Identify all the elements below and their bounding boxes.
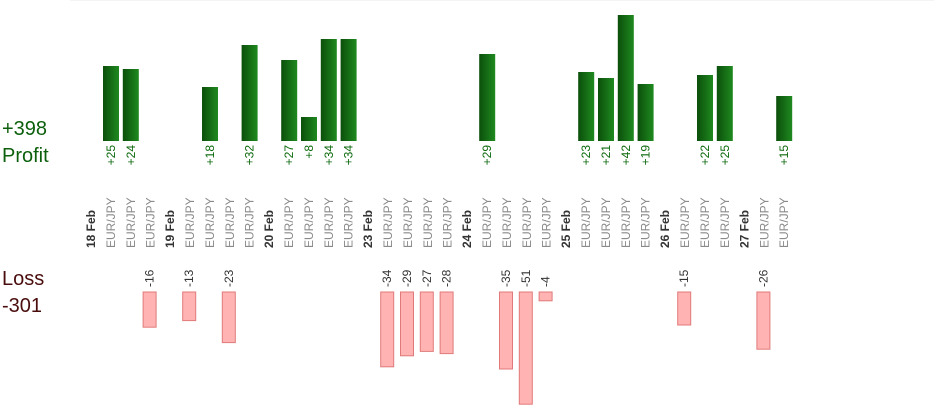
loss-bar [419, 291, 434, 352]
profit-bar [578, 72, 595, 141]
date-label: 24 Feb [460, 210, 474, 248]
symbol-label: EUR/JPY [322, 197, 336, 248]
value-label: +25 [104, 145, 118, 166]
value-label: -16 [143, 269, 157, 287]
loss-bar [221, 291, 236, 344]
loss-bar [538, 291, 553, 302]
value-label: +18 [203, 145, 217, 166]
symbol-label: EUR/JPY [282, 197, 296, 248]
profit-bar [637, 84, 654, 141]
value-label: +25 [718, 145, 732, 166]
profit-bar [776, 96, 793, 141]
date-label: 18 Feb [84, 210, 98, 248]
symbol-label: EUR/JPY [223, 197, 237, 248]
symbol-label: EUR/JPY [777, 197, 791, 248]
symbol-label: EUR/JPY [540, 197, 554, 248]
symbol-label: EUR/JPY [698, 197, 712, 248]
profit-bar [103, 66, 119, 141]
profit-bar [241, 45, 258, 141]
date-label: 19 Feb [163, 210, 177, 248]
value-label: -15 [677, 269, 691, 287]
profit-bar [122, 69, 139, 141]
symbol-label: EUR/JPY [203, 197, 217, 248]
value-label: -23 [222, 269, 236, 287]
value-label: +24 [124, 145, 138, 166]
symbol-label: EUR/JPY [579, 197, 593, 248]
symbol-label: EUR/JPY [639, 197, 653, 248]
symbol-label: EUR/JPY [183, 197, 197, 248]
profit-bar [301, 117, 317, 141]
value-label: -4 [539, 276, 553, 287]
symbol-label: EUR/JPY [520, 197, 534, 248]
symbol-label: EUR/JPY [381, 197, 395, 248]
value-label: -29 [400, 269, 414, 287]
loss-bar [518, 291, 533, 405]
profit-bar [617, 15, 634, 141]
symbol-label: EUR/JPY [104, 197, 118, 248]
symbol-label: EUR/JPY [144, 197, 158, 248]
profit-label: Profit [2, 145, 49, 167]
date-label: 27 Feb [737, 210, 751, 248]
profit-bar [479, 54, 496, 141]
symbol-label: EUR/JPY [124, 197, 138, 248]
profit-bar [281, 60, 298, 141]
profit-bar [716, 66, 733, 141]
value-label: +29 [480, 145, 494, 166]
symbol-label: EUR/JPY [500, 197, 514, 248]
value-label: +32 [243, 145, 257, 166]
loss-bar [182, 291, 197, 322]
date-label: 26 Feb [658, 210, 672, 248]
profit-total: +398 [2, 118, 48, 140]
date-label: 25 Feb [559, 210, 573, 248]
loss-bar [142, 291, 157, 328]
value-label: -28 [440, 269, 454, 287]
loss-label: Loss [2, 268, 45, 290]
symbol-label: EUR/JPY [619, 197, 633, 248]
value-label: -13 [182, 269, 196, 287]
profit-bar [697, 75, 713, 141]
symbol-label: EUR/JPY [480, 197, 494, 248]
symbol-label: EUR/JPY [678, 197, 692, 248]
value-label: -35 [499, 269, 513, 287]
profit-bar [202, 87, 218, 141]
symbol-label: EUR/JPY [342, 197, 356, 248]
value-label: -26 [756, 269, 770, 287]
value-label: -51 [519, 269, 533, 287]
symbol-label: EUR/JPY [718, 197, 732, 248]
symbol-label: EUR/JPY [302, 197, 316, 248]
symbol-label: EUR/JPY [599, 197, 613, 248]
date-label: 23 Feb [361, 210, 375, 248]
loss-bar [439, 291, 454, 355]
symbol-label: EUR/JPY [421, 197, 435, 248]
profit-bar [598, 78, 614, 141]
value-label: +34 [342, 145, 356, 166]
symbol-label: EUR/JPY [401, 197, 415, 248]
profit-bar [340, 39, 357, 141]
symbol-label: EUR/JPY [243, 197, 257, 248]
loss-bar [400, 291, 414, 357]
value-label: +8 [302, 145, 316, 159]
symbol-label: EUR/JPY [441, 197, 455, 248]
value-label: -27 [420, 269, 434, 287]
labels: 18 Feb EUR/JPY +25 EUR/JPY +24 EUR/JPY -16 19 F… [84, 145, 791, 287]
profit-bar [320, 39, 337, 141]
loss-total: -301 [2, 295, 43, 317]
loss-bar [677, 291, 692, 326]
value-label: +19 [639, 145, 653, 166]
loss-bar [499, 291, 513, 370]
value-label: +27 [282, 145, 296, 166]
value-label: +34 [322, 145, 336, 166]
value-label: +23 [579, 145, 593, 166]
loss-bar [380, 291, 395, 368]
value-label: +15 [777, 145, 791, 166]
symbol-label: EUR/JPY [757, 197, 771, 248]
value-label: -34 [380, 269, 394, 287]
value-label: +22 [698, 145, 712, 166]
loss-bar [756, 291, 771, 350]
date-label: 20 Feb [262, 210, 276, 248]
bars [103, 15, 793, 405]
value-label: +21 [599, 145, 613, 166]
value-label: +42 [619, 145, 633, 166]
